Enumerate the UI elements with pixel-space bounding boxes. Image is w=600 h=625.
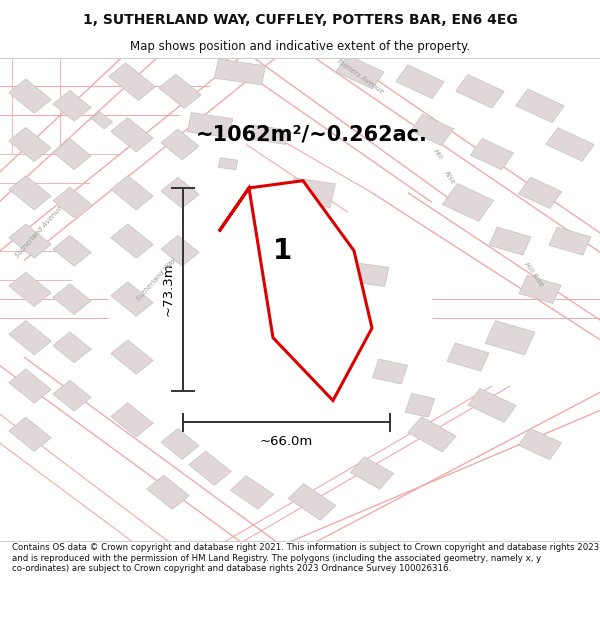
- Polygon shape: [9, 224, 51, 258]
- Text: Sutherland Way: Sutherland Way: [135, 257, 177, 302]
- Polygon shape: [161, 236, 199, 266]
- Polygon shape: [9, 321, 51, 355]
- Text: 1, SUTHERLAND WAY, CUFFLEY, POTTERS BAR, EN6 4EG: 1, SUTHERLAND WAY, CUFFLEY, POTTERS BAR,…: [83, 12, 517, 27]
- Polygon shape: [219, 181, 372, 401]
- Polygon shape: [288, 484, 336, 520]
- Polygon shape: [447, 343, 489, 371]
- Text: Hill Rise: Hill Rise: [523, 262, 545, 288]
- Polygon shape: [336, 55, 384, 89]
- Polygon shape: [189, 451, 231, 485]
- Polygon shape: [111, 340, 153, 374]
- Polygon shape: [406, 394, 434, 417]
- Polygon shape: [161, 429, 199, 459]
- Polygon shape: [9, 272, 51, 306]
- Polygon shape: [53, 332, 91, 362]
- Polygon shape: [9, 127, 51, 161]
- Polygon shape: [485, 321, 535, 355]
- Polygon shape: [111, 176, 153, 210]
- Polygon shape: [109, 63, 155, 101]
- Polygon shape: [519, 276, 561, 303]
- Polygon shape: [159, 74, 201, 108]
- Polygon shape: [230, 476, 274, 509]
- Polygon shape: [161, 177, 199, 208]
- Polygon shape: [9, 176, 51, 210]
- Polygon shape: [470, 139, 514, 170]
- Polygon shape: [373, 359, 407, 384]
- Polygon shape: [289, 178, 335, 208]
- Polygon shape: [147, 475, 189, 509]
- Text: Hill: Hill: [433, 148, 443, 161]
- Text: 1: 1: [272, 237, 292, 265]
- Polygon shape: [9, 369, 51, 403]
- Polygon shape: [111, 282, 153, 316]
- Polygon shape: [396, 65, 444, 99]
- Polygon shape: [350, 457, 394, 489]
- Polygon shape: [442, 184, 494, 221]
- Polygon shape: [549, 227, 591, 255]
- Polygon shape: [53, 284, 91, 314]
- Polygon shape: [9, 418, 51, 451]
- Polygon shape: [408, 417, 456, 452]
- Text: ~66.0m: ~66.0m: [260, 435, 313, 448]
- Polygon shape: [53, 187, 91, 218]
- Polygon shape: [187, 112, 233, 138]
- Polygon shape: [111, 118, 153, 152]
- Text: Rise: Rise: [443, 171, 457, 186]
- Polygon shape: [489, 227, 531, 255]
- Polygon shape: [516, 89, 564, 122]
- Polygon shape: [355, 263, 389, 286]
- Polygon shape: [468, 389, 516, 422]
- Polygon shape: [111, 224, 153, 258]
- Text: ~1062m²/~0.262ac.: ~1062m²/~0.262ac.: [196, 125, 428, 145]
- Polygon shape: [410, 114, 454, 146]
- Polygon shape: [161, 129, 199, 160]
- Polygon shape: [518, 177, 562, 208]
- Polygon shape: [9, 79, 51, 113]
- Text: Map shows position and indicative extent of the property.: Map shows position and indicative extent…: [130, 40, 470, 53]
- Text: ~73.3m: ~73.3m: [161, 262, 175, 316]
- Text: Sutherland Avenue: Sutherland Avenue: [14, 204, 64, 258]
- Polygon shape: [251, 125, 289, 144]
- Polygon shape: [53, 236, 91, 266]
- Polygon shape: [53, 139, 91, 169]
- Polygon shape: [546, 127, 594, 161]
- Polygon shape: [53, 381, 91, 411]
- Polygon shape: [91, 112, 113, 129]
- Text: Contains OS data © Crown copyright and database right 2021. This information is : Contains OS data © Crown copyright and d…: [12, 543, 599, 573]
- Polygon shape: [214, 59, 266, 85]
- Polygon shape: [111, 402, 153, 437]
- Polygon shape: [53, 91, 91, 121]
- Polygon shape: [456, 74, 504, 108]
- Text: Tolmers Avenue: Tolmers Avenue: [335, 58, 385, 95]
- Polygon shape: [518, 428, 562, 459]
- Polygon shape: [218, 158, 238, 170]
